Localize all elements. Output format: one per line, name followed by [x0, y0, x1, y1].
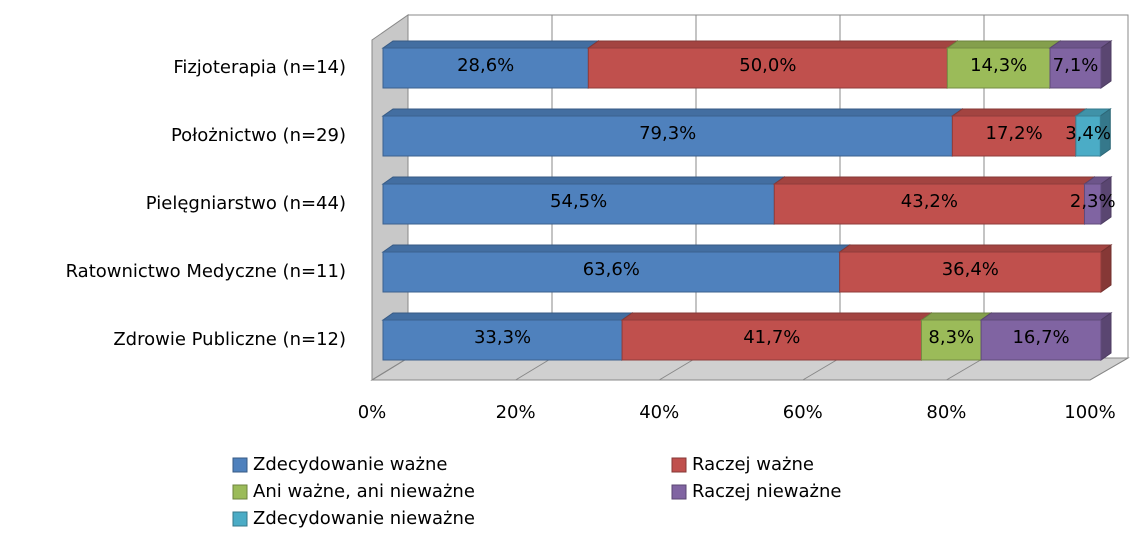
data-label: 33,3%: [474, 327, 531, 348]
bar: [1049, 47, 1102, 89]
legend-label: Zdecydowanie ważne: [253, 454, 447, 475]
data-label: 7,1%: [1053, 55, 1099, 76]
grid-line: [946, 357, 985, 381]
data-label: 3,4%: [1065, 123, 1111, 144]
data-label: 14,3%: [970, 55, 1027, 76]
grid-line: [371, 357, 409, 381]
data-label: 43,2%: [901, 191, 958, 212]
bar: [946, 47, 1051, 89]
bar: [980, 319, 1102, 361]
legend-swatch: [671, 484, 687, 500]
bar: [1075, 115, 1101, 157]
data-label: 8,3%: [928, 327, 974, 348]
bar-top: [620, 312, 934, 321]
y-tick-label: Zdrowie Publiczne (n=12): [113, 329, 346, 350]
x-tick-label: 100%: [1064, 402, 1115, 423]
legend-swatch: [232, 457, 248, 473]
x-tick-label: 80%: [926, 402, 966, 423]
bar-top: [381, 40, 600, 49]
bar: [773, 183, 1085, 225]
grid-line: [515, 357, 553, 381]
x-tick-label: 0%: [358, 402, 387, 423]
bar-side: [1100, 244, 1112, 293]
bar: [382, 183, 775, 225]
bar: [382, 251, 841, 293]
legend-label: Raczej nieważne: [692, 481, 841, 502]
data-label: 36,4%: [942, 259, 999, 280]
bar-top: [586, 40, 959, 49]
grid-line: [658, 357, 697, 381]
bar-side: [1100, 40, 1112, 89]
bar-top: [381, 312, 634, 321]
x-tick-label: 40%: [639, 402, 679, 423]
bar: [382, 47, 589, 89]
y-tick-label: Fizjoterapia (n=14): [173, 57, 346, 78]
legend-label: Zdecydowanie nieważne: [253, 508, 475, 529]
bar: [921, 319, 982, 361]
bar: [839, 251, 1102, 293]
bar-side: [1100, 312, 1112, 361]
y-tick-label: Ratownictwo Medyczne (n=11): [66, 261, 346, 282]
data-label: 79,3%: [639, 123, 696, 144]
data-label: 50,0%: [739, 55, 796, 76]
bar-top: [381, 244, 852, 253]
legend-swatch: [232, 511, 248, 527]
y-tick-label: Położnictwo (n=29): [171, 125, 346, 146]
data-label: 28,6%: [457, 55, 514, 76]
legend-swatch: [232, 484, 248, 500]
bar-top: [381, 108, 964, 117]
bar-top: [838, 244, 1113, 253]
legend-swatch: [671, 457, 687, 473]
bar-top: [772, 176, 1097, 185]
grid-line: [802, 357, 841, 381]
bar-top: [381, 176, 786, 185]
bar: [621, 319, 922, 361]
legend-label: Ani ważne, ani nieważne: [253, 481, 475, 502]
data-label: 17,2%: [986, 123, 1043, 144]
data-label: 63,6%: [583, 259, 640, 280]
data-label: 41,7%: [743, 327, 800, 348]
floor: [370, 357, 1130, 381]
x-tick-label: 20%: [496, 402, 536, 423]
bar-top: [979, 312, 1113, 321]
bar: [951, 115, 1077, 157]
bar-top: [945, 40, 1062, 49]
data-label: 54,5%: [550, 191, 607, 212]
bar: [382, 115, 953, 157]
data-label: 2,3%: [1070, 191, 1116, 212]
bar-top: [919, 312, 993, 321]
grid-line: [1089, 357, 1129, 381]
x-tick-label: 60%: [783, 402, 823, 423]
data-label: 16,7%: [1012, 327, 1069, 348]
legend-label: Raczej ważne: [692, 454, 814, 475]
bar: [1083, 183, 1102, 225]
y-tick-label: Pielęgniarstwo (n=44): [146, 193, 346, 214]
bar-top: [950, 108, 1088, 117]
bar: [382, 319, 623, 361]
